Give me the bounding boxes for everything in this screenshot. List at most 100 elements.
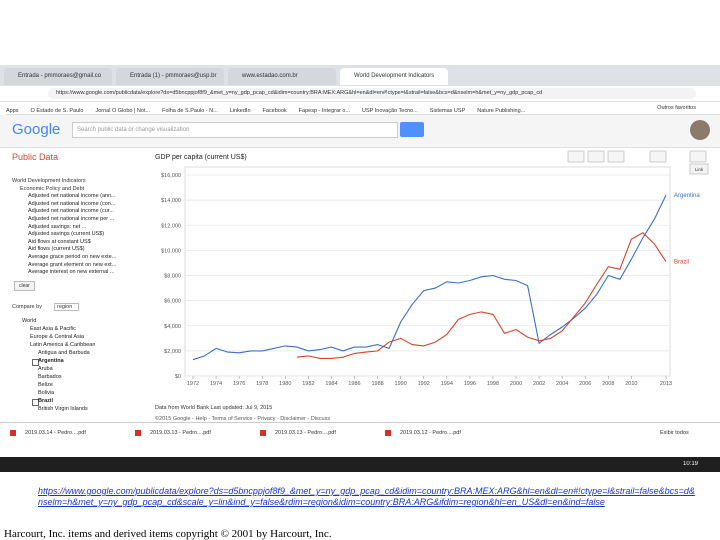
region-item[interactable]: Brazil (38, 398, 53, 404)
x-tick-label: 1974 (210, 381, 222, 387)
y-tick-label: $10,000 (161, 248, 181, 254)
region-item[interactable]: British Virgin Islands (38, 406, 88, 412)
chart-tool (649, 150, 667, 163)
tree-item[interactable]: Average grant element on new ext... (28, 261, 117, 268)
region-item[interactable]: Europe & Central Asia (30, 334, 85, 340)
region-item[interactable]: Latin America & Caribbean (30, 342, 96, 348)
chart-title: GDP per capita (current US$) (155, 154, 247, 161)
tree-item[interactable]: Average grace period on new exte... (28, 254, 117, 260)
y-tick-label: $4,000 (164, 324, 181, 330)
tree-item[interactable]: Aid flows at constant US$ (28, 238, 91, 245)
avatar[interactable] (690, 120, 710, 140)
bookmark[interactable]: Nature Publishing... (477, 108, 526, 114)
region-item[interactable]: World (22, 318, 37, 324)
bookmark[interactable]: Apps (6, 108, 19, 114)
bookmark[interactable]: USP Inovação Tecno... (362, 108, 418, 114)
logo: Google (12, 121, 61, 138)
y-tick-label: $8,000 (164, 274, 181, 280)
checkbox[interactable] (32, 399, 39, 406)
tab[interactable]: World Development Indicators (340, 68, 448, 85)
tree-item[interactable]: Average interest on new external ... (28, 269, 115, 276)
x-tick-label: 1982 (302, 381, 314, 387)
x-tick-label: 2004 (556, 381, 568, 387)
tree-item[interactable]: Economic Policy and Debt (20, 185, 85, 192)
bookmark[interactable]: O Estado de S. Paulo (30, 108, 84, 114)
brand: Public Data (12, 152, 59, 162)
x-tick-label: 2010 (625, 381, 637, 387)
x-tick-label: 1976 (233, 381, 245, 387)
x-tick-label: 1990 (395, 381, 407, 387)
y-tick-label: $2,000 (164, 349, 181, 355)
download-item[interactable]: 2019.03.13 - Pedro....pdf (135, 430, 211, 436)
x-tick-label: 1980 (279, 381, 291, 387)
x-tick-label: 2008 (602, 381, 614, 387)
show-all[interactable]: Exibir todos (660, 430, 689, 436)
caption-url[interactable]: https://www.google.com/publicdata/explor… (38, 486, 695, 507)
download-item[interactable]: 2019.03.14 - Pedro....pdf (10, 430, 86, 436)
y-tick-label: $16,000 (161, 173, 181, 179)
footer-links: ©2015 Google - Help - Terms of Service -… (155, 416, 331, 422)
x-tick-label: 2006 (579, 381, 591, 387)
tree-item[interactable]: Adjusted net national income per ... (28, 216, 115, 222)
series-line (296, 232, 667, 359)
tree-item[interactable]: Adjusted net national income (con... (28, 200, 116, 207)
x-tick-label: 1998 (487, 381, 499, 387)
x-tick-label: 2013 (660, 381, 672, 387)
tab[interactable]: www.estadao.com.br (228, 68, 336, 85)
address-bar[interactable]: https://www.google.com/publicdata/explor… (48, 88, 696, 99)
bookmark[interactable]: Folha de S.Paulo - N... (162, 108, 218, 114)
compare-select[interactable]: region (54, 303, 80, 311)
series-line (192, 194, 667, 361)
copyright: Harcourt, Inc. items and derived items c… (4, 528, 332, 540)
search-box[interactable]: Search public data or change visualizati… (72, 122, 398, 138)
downloads-bar: 2019.03.14 - Pedro....pdf 2019.03.13 - Pe… (0, 422, 720, 445)
chart-tool (689, 150, 707, 163)
link-button[interactable] (689, 163, 709, 175)
chart-tool (607, 150, 625, 163)
region-item[interactable]: Belize (38, 382, 53, 388)
region-item[interactable]: Bolivia (38, 390, 55, 396)
series-label: Brazil (674, 260, 689, 266)
tree-item[interactable]: Adjusted net national income (ann... (28, 193, 116, 200)
taskbar: 10:19 (0, 457, 720, 472)
bookmark[interactable]: LinkedIn (229, 108, 251, 114)
x-tick-label: 1992 (418, 381, 430, 387)
tree-item[interactable]: Aid flows (current US$) (28, 246, 85, 253)
bookmark[interactable]: Jornal O Globo | Not... (95, 108, 151, 114)
checkbox[interactable] (32, 359, 39, 366)
region-item[interactable]: Argentina (38, 358, 64, 364)
y-tick-label: $6,000 (164, 299, 181, 305)
download-item[interactable]: 2019.03.12 - Pedro....pdf (385, 430, 461, 436)
chart: GDP per capita (current US$) Link $0 $2,0… (155, 150, 709, 387)
bookmark[interactable]: Facebook (262, 108, 287, 114)
region-item[interactable]: Antigua and Barbuda (38, 350, 90, 356)
compare-label: Compare by (12, 304, 42, 310)
chart-tool (587, 150, 605, 163)
region-item[interactable]: Barbados (38, 374, 62, 380)
toolbar: https://www.google.com/publicdata/explor… (0, 86, 720, 102)
x-tick-label: 1988 (371, 381, 383, 387)
x-tick-label: 1994 (441, 381, 453, 387)
search-button[interactable] (400, 122, 424, 137)
y-tick-label: $14,000 (161, 198, 181, 204)
bookmark[interactable]: Fapesp - Integrar o... (298, 108, 351, 114)
footer-source: Data from World Bank Last updated: Jul 9… (155, 405, 273, 411)
chart-tool (567, 150, 585, 163)
tree-item[interactable]: Adjusted savings: net ... (28, 223, 87, 230)
tab[interactable]: Entrada - pmmoraes@gmail.co (4, 68, 112, 85)
tree-item[interactable]: Adjusted net national income (cur... (28, 208, 114, 215)
x-tick-label: 2000 (510, 381, 522, 387)
clear-button[interactable]: clear (14, 281, 35, 291)
region-item[interactable]: East Asia & Pacific (30, 326, 76, 332)
tree-item[interactable]: World Development Indicators (12, 178, 86, 184)
download-item[interactable]: 2019.03.13 - Pedro....pdf (260, 430, 336, 436)
region-item[interactable]: Aruba (38, 366, 53, 372)
tab[interactable]: Entrada (1) - pmmoraes@usp.br (116, 68, 224, 85)
tree-item[interactable]: Adjusted savings (current US$) (28, 231, 105, 238)
bookmark[interactable]: Outros favoritos (657, 105, 696, 111)
x-tick-label: 1986 (348, 381, 360, 387)
y-tick-label: $0 (175, 374, 181, 380)
bookmark[interactable]: Sistemas USP (429, 108, 466, 114)
y-tick-label: $12,000 (161, 223, 181, 229)
x-tick-label: 2002 (533, 381, 545, 387)
